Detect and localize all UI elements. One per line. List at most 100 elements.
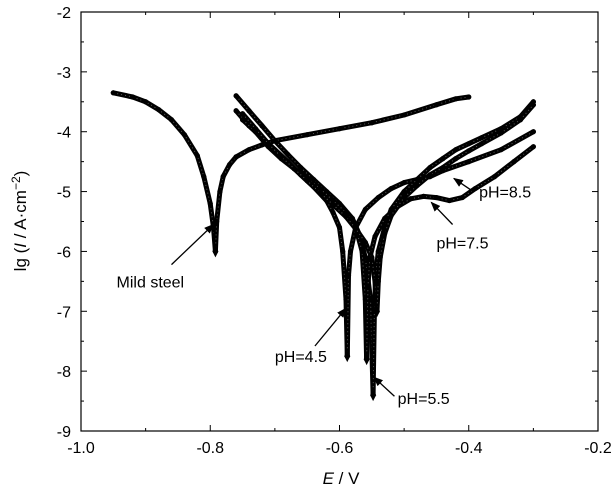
data-point	[440, 156, 446, 162]
anodic-branch	[344, 129, 536, 359]
y-tick-label: -2	[57, 5, 71, 22]
data-point	[214, 218, 220, 225]
data-point	[453, 147, 459, 153]
branch-texture	[376, 104, 534, 312]
data-point	[304, 178, 310, 184]
data-point	[375, 278, 381, 284]
data-point	[433, 102, 440, 108]
annotation-label: pH=7.5	[436, 235, 488, 252]
data-point	[220, 174, 226, 180]
data-point	[427, 165, 433, 171]
data-point	[466, 94, 472, 100]
data-point	[530, 144, 536, 150]
y-tick-label: -6	[57, 244, 71, 261]
data-point	[343, 214, 349, 220]
data-point	[285, 151, 291, 158]
data-point	[453, 96, 459, 102]
data-point	[291, 166, 297, 172]
data-point	[233, 154, 239, 160]
annotation-arrow	[314, 307, 347, 347]
data-point	[340, 248, 346, 255]
data-point	[143, 99, 149, 105]
data-point	[353, 226, 359, 232]
data-point	[388, 212, 394, 219]
y-axis-title-exponent: −2	[9, 176, 23, 190]
data-point	[233, 93, 239, 99]
x-tick-label: -0.4	[455, 440, 483, 457]
data-point	[317, 190, 323, 196]
series-layer	[110, 90, 536, 402]
data-point	[130, 94, 136, 100]
data-point	[440, 165, 446, 171]
y-tick-label: -4	[57, 125, 71, 142]
data-point	[407, 196, 414, 202]
data-point	[414, 182, 420, 189]
series-ph-8-5	[239, 102, 536, 318]
data-point	[382, 215, 388, 222]
annotation-arrow	[430, 201, 454, 225]
data-point	[401, 112, 407, 118]
corrosion-potential-marker	[370, 389, 377, 402]
data-point	[181, 132, 187, 138]
data-point	[498, 130, 504, 136]
data-point	[466, 148, 472, 154]
data-point	[362, 206, 368, 213]
annotation-label: pH=4.5	[275, 349, 327, 366]
y-tick-label: -3	[57, 65, 71, 82]
data-point	[304, 132, 310, 138]
data-point	[365, 284, 371, 290]
y-axis-title-unit: / A·cm	[11, 190, 30, 243]
corrosion-potential-marker	[344, 350, 351, 363]
data-point	[259, 123, 265, 129]
cathodic-branch	[110, 90, 218, 254]
data-point	[336, 224, 343, 231]
data-point	[265, 141, 272, 147]
data-point	[517, 117, 524, 123]
anodic-branch	[374, 102, 536, 314]
y-axis-title-suffix: )	[11, 171, 30, 177]
branch-texture	[366, 146, 534, 360]
x-axis-title-symbol: E	[323, 469, 335, 488]
data-point	[377, 254, 383, 261]
data-point	[359, 248, 365, 255]
x-tick-label: -1.0	[67, 440, 95, 457]
annotation-label: pH=8.5	[479, 185, 531, 202]
corrosion-potential-marker	[212, 245, 219, 258]
data-point	[511, 159, 517, 165]
data-point	[239, 111, 246, 117]
annotation-label: Mild steel	[117, 274, 185, 291]
anodic-branch	[364, 144, 536, 362]
data-point	[414, 177, 420, 183]
data-point	[330, 202, 336, 208]
anodic-branch	[370, 99, 536, 398]
data-point	[369, 254, 375, 261]
data-point	[362, 239, 368, 246]
data-point	[459, 194, 465, 201]
y-axis-title: lg (I / A·cm−2)	[9, 171, 30, 272]
data-point	[446, 197, 452, 204]
data-point	[433, 194, 440, 201]
data-point	[498, 147, 504, 153]
data-point	[194, 153, 200, 159]
data-point	[372, 233, 378, 240]
x-tick-label: -0.2	[584, 440, 612, 457]
data-point	[492, 174, 498, 180]
data-point	[369, 120, 375, 126]
annotation-layer: Mild steel pH=4.5 pH=5.5 pH=7.5 pH=8.5	[117, 177, 531, 408]
data-point	[330, 209, 336, 216]
x-tick-label: -0.6	[326, 440, 354, 457]
data-point	[427, 172, 433, 178]
axes-layer: -1.0 -0.8 -0.6 -0.4 -0.2 -2 -3 -4 -5 -6 -7 -8 -9	[57, 5, 612, 457]
branch-texture	[372, 101, 534, 396]
data-point	[530, 102, 536, 108]
data-point	[420, 193, 427, 199]
data-point	[479, 141, 485, 147]
data-point	[217, 188, 223, 195]
data-point	[278, 154, 284, 160]
data-point	[207, 200, 213, 207]
corrosion-potential-marker	[373, 305, 380, 318]
x-tick-label: -0.8	[196, 440, 224, 457]
data-point	[375, 194, 381, 201]
y-tick-label: -5	[57, 185, 71, 202]
data-point	[466, 159, 472, 165]
